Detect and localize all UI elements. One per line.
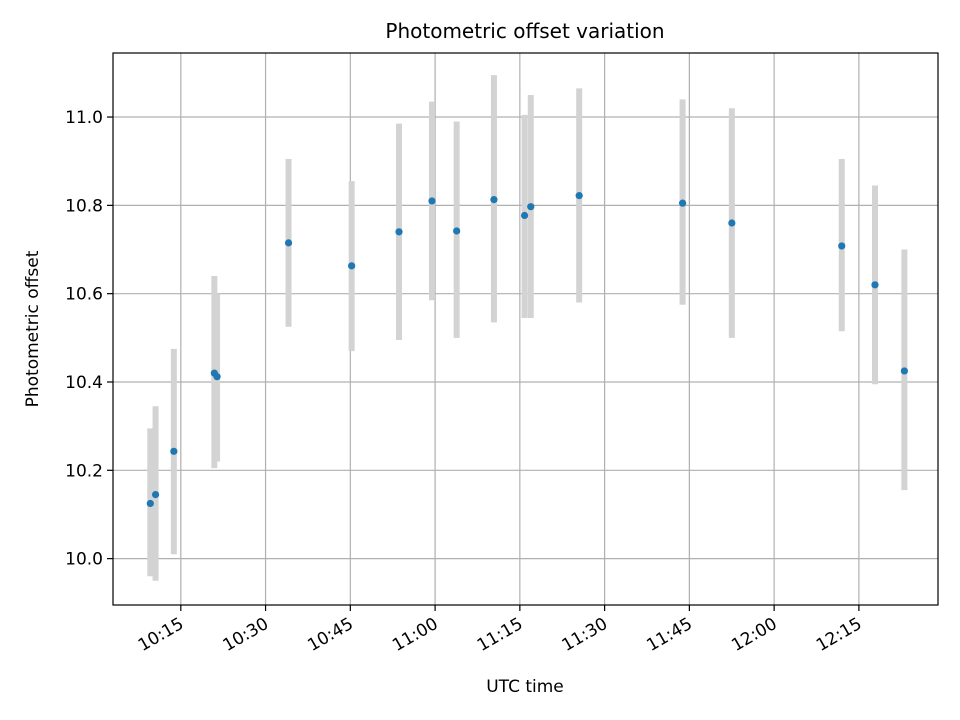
y-tick-label: 10.0 — [65, 550, 103, 570]
y-tick-label: 10.6 — [65, 285, 103, 305]
x-tick-label: 10:30 — [220, 614, 272, 656]
data-point — [575, 192, 583, 200]
y-tick-label: 11.0 — [65, 108, 103, 128]
data-point — [428, 197, 436, 205]
data-point — [170, 447, 178, 455]
y-axis-title: Photometric offset — [23, 250, 43, 407]
data-points — [146, 192, 908, 508]
chart-title: Photometric offset variation — [385, 19, 664, 43]
x-tick-label: 10:15 — [135, 614, 187, 656]
x-tick-label: 12:00 — [728, 614, 780, 656]
data-point — [838, 242, 846, 250]
y-axis-ticks: 10.0 10.2 10.4 10.6 10.8 11.0 — [65, 108, 113, 570]
plot-frame — [112, 52, 939, 606]
data-point — [900, 367, 908, 375]
x-tick-label: 11:00 — [389, 614, 441, 656]
x-tick-label: 11:30 — [559, 614, 611, 656]
data-point — [146, 499, 154, 508]
data-point — [395, 228, 403, 236]
data-point — [490, 196, 498, 204]
data-point — [520, 211, 529, 220]
y-tick-label: 10.8 — [65, 196, 103, 216]
data-point — [348, 262, 356, 270]
x-axis-title: UTC time — [486, 677, 564, 697]
x-tick-label: 10:45 — [304, 614, 356, 656]
y-tick-label: 10.2 — [65, 461, 103, 481]
data-point — [213, 373, 221, 381]
data-point — [678, 199, 687, 207]
x-tick-label: 11:45 — [643, 614, 695, 656]
error-bars — [147, 75, 908, 581]
data-point — [284, 239, 293, 247]
x-tick-label: 11:15 — [474, 614, 526, 656]
data-point — [527, 203, 535, 211]
data-point — [151, 491, 160, 499]
data-point — [728, 219, 736, 227]
data-point — [453, 227, 461, 235]
x-tick-label: 12:15 — [813, 614, 865, 656]
data-point — [871, 281, 879, 289]
x-axis-ticks: 10:15 10:30 10:45 11:00 11:15 11:30 11:45 12:00… — [135, 605, 865, 656]
y-tick-label: 10.4 — [65, 373, 103, 393]
